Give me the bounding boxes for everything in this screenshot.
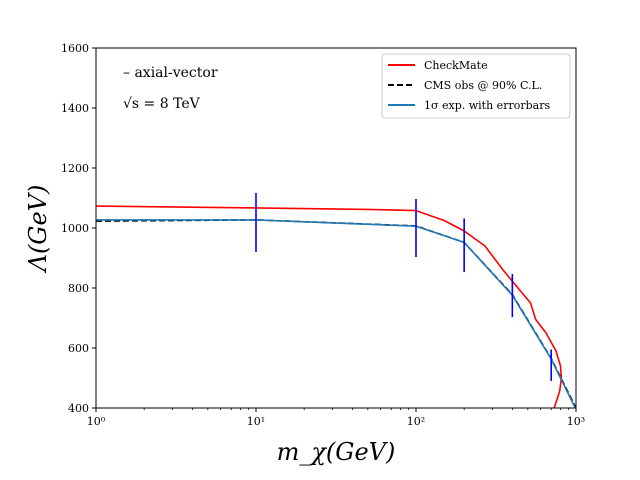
y-tick-label-0: 400 <box>68 402 89 415</box>
y-tick-label-5: 1400 <box>61 102 89 115</box>
y-tick-label-3: 1000 <box>61 222 89 235</box>
legend-box <box>381 53 571 119</box>
series-line-2 <box>96 219 576 408</box>
x-tick-label-3: 10³ <box>567 415 585 428</box>
tick-layer: 10⁰ 10¹ 10² 10³ 400 600 800 1000 1200 1400 1600 <box>61 42 585 428</box>
series-layer <box>96 205 576 408</box>
x-tick-label-0: 10⁰ <box>87 415 106 428</box>
y-tick-label-6: 1600 <box>61 42 89 55</box>
x-tick-label-2: 10² <box>407 415 425 428</box>
legend-entry-cms-obs: CMS obs @ 90% C.L. <box>424 79 542 92</box>
errorbar-layer <box>255 192 553 381</box>
legend: CheckMate CMS obs @ 90% C.L. 1σ exp. wit… <box>381 53 571 119</box>
annotation-model: – axial-vector <box>123 65 218 81</box>
x-axis-label: m_χ(GeV) <box>277 438 396 466</box>
y-tick-label-2: 800 <box>68 282 89 295</box>
annotation-energy: √s = 8 TeV <box>123 96 201 112</box>
y-tick-label-1: 600 <box>68 342 89 355</box>
x-tick-label-1: 10¹ <box>247 415 265 428</box>
legend-entry-expected: 1σ exp. with errorbars <box>424 99 550 112</box>
y-tick-label-4: 1200 <box>61 162 89 175</box>
legend-entry-checkmate: CheckMate <box>424 59 488 72</box>
y-axis-label: Λ(GeV) <box>24 185 52 274</box>
series-line-1 <box>96 219 576 408</box>
series-line-0 <box>96 205 563 408</box>
